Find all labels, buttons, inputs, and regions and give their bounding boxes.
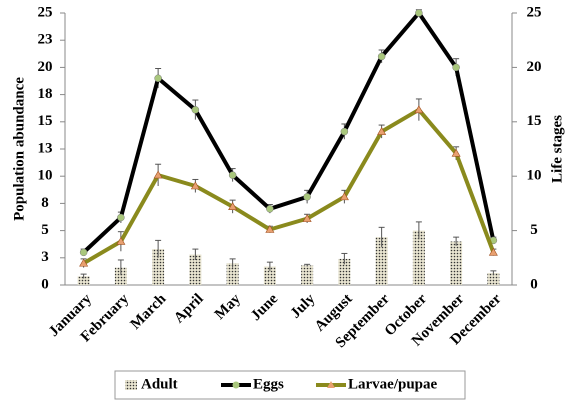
marker [339, 192, 349, 201]
marker [415, 9, 423, 17]
marker [228, 171, 237, 179]
marker [117, 213, 125, 222]
marker [303, 193, 311, 201]
x-tick-label: July [288, 291, 319, 322]
bar [226, 263, 239, 285]
bar [114, 267, 127, 285]
y2-tick-label: 5 [530, 222, 538, 238]
marker [154, 74, 162, 83]
bar [412, 230, 425, 285]
y2-tick-label: 20 [527, 59, 542, 75]
marker [266, 205, 274, 213]
bar [77, 276, 90, 285]
y-tick-label: 15 [38, 113, 53, 129]
marker [451, 148, 461, 157]
y-tick-label: 5 [41, 222, 49, 238]
legend-label: Adult [141, 376, 178, 392]
legend-marker [327, 381, 335, 388]
marker [116, 236, 126, 245]
y-tick-label: 23 [38, 32, 53, 48]
marker [79, 258, 89, 267]
bar [263, 266, 276, 285]
legend-label: Larvae/pupae [348, 376, 438, 392]
line [82, 107, 496, 265]
legend-label: Eggs [253, 376, 284, 392]
marker [414, 105, 424, 114]
y-tick-label: 20 [38, 59, 53, 75]
y-tick-label: 10 [38, 168, 53, 184]
marker [302, 214, 312, 222]
marker [377, 52, 386, 61]
bar [375, 237, 388, 285]
marker [153, 170, 163, 179]
bar [152, 249, 165, 285]
line [82, 11, 496, 254]
bar [301, 265, 314, 285]
marker [452, 63, 460, 72]
marker [190, 181, 200, 190]
marker [488, 247, 498, 256]
y-tick-label: 8 [41, 195, 49, 211]
marker [265, 224, 275, 233]
x-tick-label: March [128, 290, 170, 332]
marker [340, 127, 349, 136]
x-tick-label: June [248, 291, 281, 324]
y-tick-label: 3 [41, 249, 49, 265]
y2-tick-label: 0 [530, 276, 538, 292]
y2-tick-label: 15 [527, 113, 542, 129]
marker [377, 126, 387, 135]
marker [191, 106, 200, 114]
bar [338, 258, 351, 285]
y2-axis-label: Life stages [549, 115, 565, 183]
y-tick-label: 13 [38, 140, 53, 156]
bar [189, 254, 202, 285]
y-tick-label: 0 [41, 276, 49, 292]
legend-box [114, 370, 466, 400]
y-axis-label: Population abundance [11, 77, 27, 221]
y2-tick-label: 25 [527, 4, 542, 20]
y-tick-label: 18 [38, 86, 53, 102]
x-tick-label: April [171, 291, 206, 326]
bar [450, 241, 463, 285]
marker [79, 248, 88, 257]
bar [487, 273, 500, 285]
y2-tick-label: 10 [527, 168, 542, 184]
marker [228, 202, 238, 210]
legend-marker [232, 381, 240, 389]
legend-swatch [125, 380, 137, 390]
y-tick-label: 25 [38, 4, 53, 20]
x-tick-label: May [212, 291, 244, 323]
